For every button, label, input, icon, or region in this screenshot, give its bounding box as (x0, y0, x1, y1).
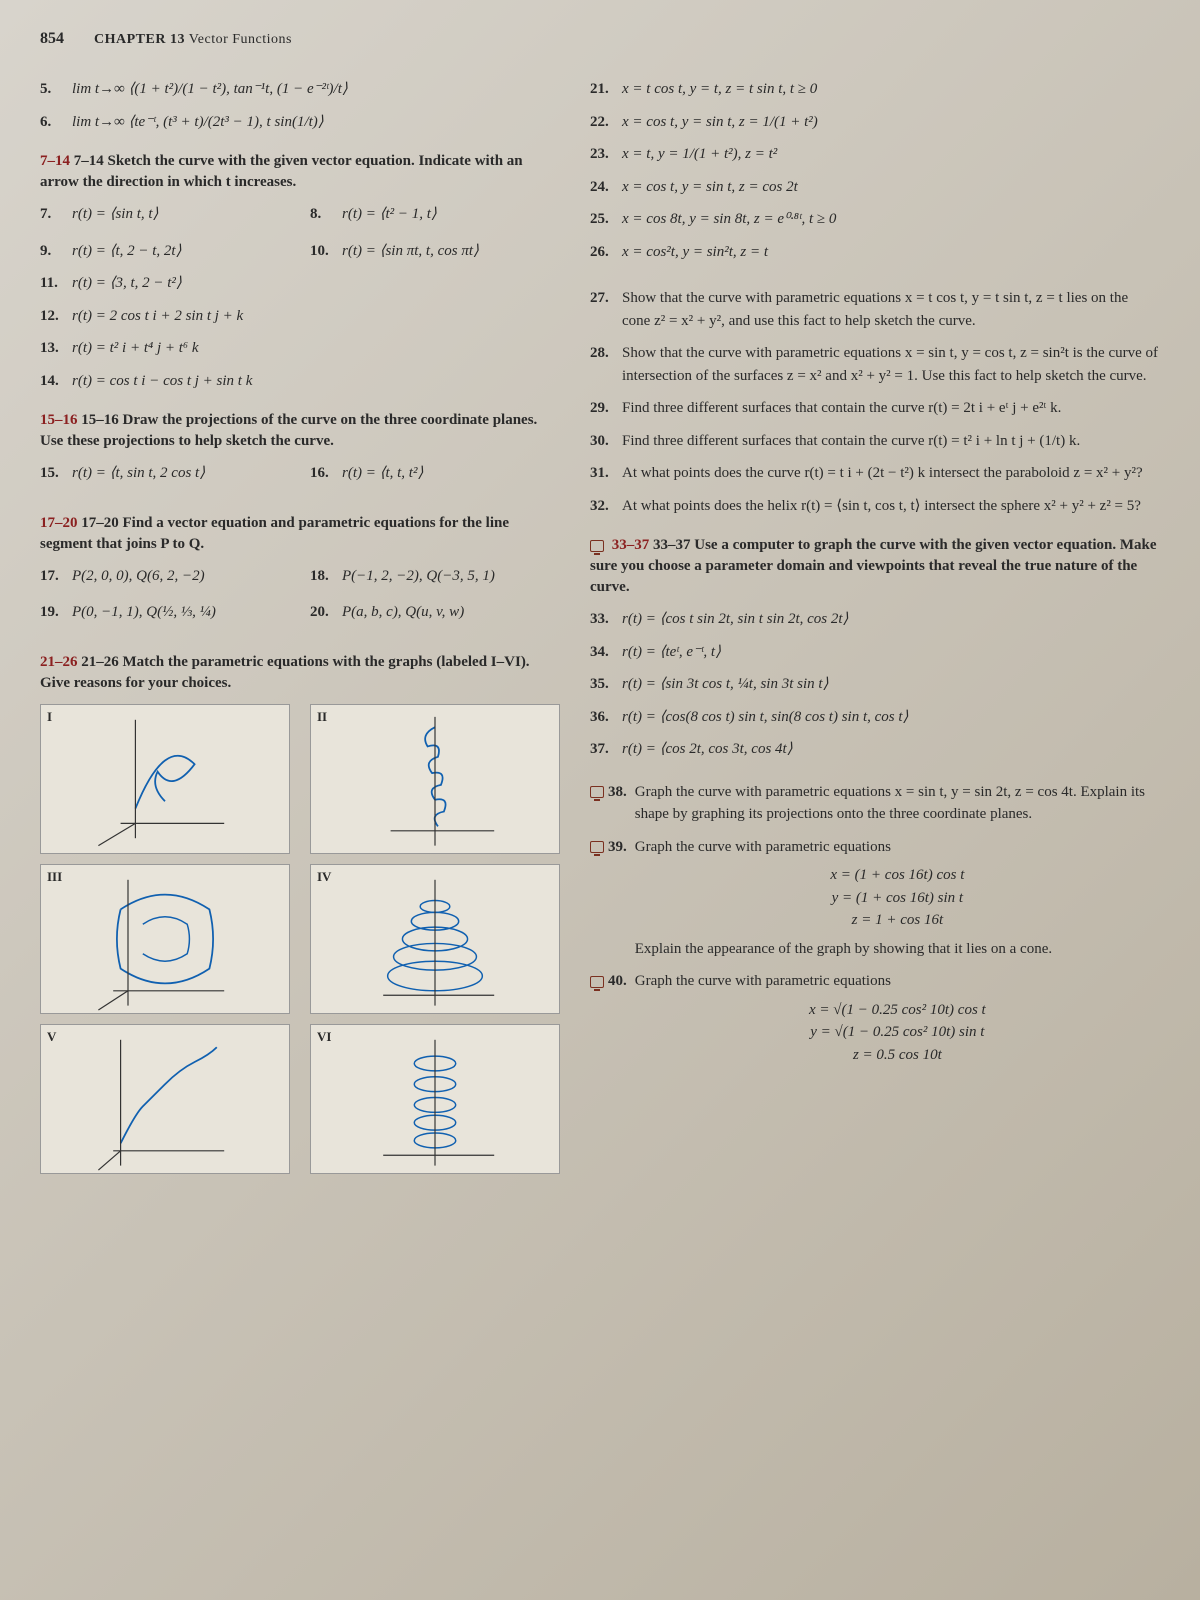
problem-35: 35.r(t) = ⟨sin 3t cos t, ¼t, sin 3t sin … (590, 673, 1160, 696)
problem-7: 7.r(t) = ⟨sin t, t⟩ (40, 203, 290, 226)
problem-29: 29.Find three different surfaces that co… (590, 397, 1160, 420)
problem-13: 13.r(t) = t² i + t⁴ j + t⁶ k (40, 337, 560, 360)
problem-31: 31.At what points does the curve r(t) = … (590, 462, 1160, 485)
section-17-20: 17–20 17–20 Find a vector equation and p… (40, 513, 560, 555)
section-15-16: 15–16 15–16 Draw the projections of the … (40, 410, 560, 452)
problem-18: 18.P(−1, 2, −2), Q(−3, 5, 1) (310, 565, 560, 588)
graph-III: III (40, 864, 290, 1014)
graph-I: I (40, 704, 290, 854)
graph-V: V (40, 1024, 290, 1174)
problem-25: 25.x = cos 8t, y = sin 8t, z = e⁰·⁸ᵗ, t … (590, 208, 1160, 231)
problem-16: 16.r(t) = ⟨t, t, t²⟩ (310, 462, 560, 485)
problem-23: 23.x = t, y = 1/(1 + t²), z = t² (590, 143, 1160, 166)
section-7-14: 7–14 7–14 Sketch the curve with the give… (40, 151, 560, 193)
problem-14: 14.r(t) = cos t i − cos t j + sin t k (40, 370, 560, 393)
section-33-37: 33–37 33–37 Use a computer to graph the … (590, 535, 1160, 598)
chapter-label: CHAPTER 13 Vector Functions (94, 32, 292, 48)
computer-icon (590, 976, 604, 988)
problem-22: 22.x = cos t, y = sin t, z = 1/(1 + t²) (590, 111, 1160, 134)
problem-32: 32.At what points does the helix r(t) = … (590, 495, 1160, 518)
problem-34: 34.r(t) = ⟨teᵗ, e⁻ᵗ, t⟩ (590, 641, 1160, 664)
two-column-layout: 5. lim t→∞ ⟨(1 + t²)/(1 − t²), tan⁻¹t, (… (40, 78, 1160, 1184)
problem-33: 33.r(t) = ⟨cos t sin 2t, sin t sin 2t, c… (590, 608, 1160, 631)
section-21-26: 21–26 21–26 Match the parametric equatio… (40, 652, 560, 694)
problem-28: 28.Show that the curve with parametric e… (590, 342, 1160, 387)
graph-IV: IV (310, 864, 560, 1014)
problem-9: 9.r(t) = ⟨t, 2 − t, 2t⟩ (40, 240, 290, 263)
problem-38: 38. Graph the curve with parametric equa… (590, 781, 1160, 826)
problem-19: 19.P(0, −1, 1), Q(½, ⅓, ¼) (40, 601, 290, 624)
problem-10: 10.r(t) = ⟨sin πt, t, cos πt⟩ (310, 240, 560, 263)
problem-8: 8.r(t) = ⟨t² − 1, t⟩ (310, 203, 560, 226)
page-number: 854 (40, 30, 64, 48)
problem-26: 26.x = cos²t, y = sin²t, z = t (590, 241, 1160, 264)
left-column: 5. lim t→∞ ⟨(1 + t²)/(1 − t²), tan⁻¹t, (… (40, 78, 560, 1184)
computer-icon (590, 786, 604, 798)
problem-12: 12.r(t) = 2 cos t i + 2 sin t j + k (40, 305, 560, 328)
problem-39: 39. Graph the curve with parametric equa… (590, 836, 1160, 961)
page-header: 854 CHAPTER 13 Vector Functions (40, 30, 1160, 48)
problem-30: 30.Find three different surfaces that co… (590, 430, 1160, 453)
right-column: 21.x = t cos t, y = t, z = t sin t, t ≥ … (590, 78, 1160, 1184)
graph-VI: VI (310, 1024, 560, 1174)
problem-6: 6. lim t→∞ ⟨te⁻ᵗ, (t³ + t)/(2t³ − 1), t … (40, 111, 560, 134)
problem-27: 27.Show that the curve with parametric e… (590, 287, 1160, 332)
problem-36: 36.r(t) = ⟨cos(8 cos t) sin t, sin(8 cos… (590, 706, 1160, 729)
problem-21: 21.x = t cos t, y = t, z = t sin t, t ≥ … (590, 78, 1160, 101)
problem-24: 24.x = cos t, y = sin t, z = cos 2t (590, 176, 1160, 199)
problem-37: 37.r(t) = ⟨cos 2t, cos 3t, cos 4t⟩ (590, 738, 1160, 761)
computer-icon (590, 540, 604, 552)
problem-20: 20.P(a, b, c), Q(u, v, w) (310, 601, 560, 624)
graph-II: II (310, 704, 560, 854)
computer-icon (590, 841, 604, 853)
problem-11: 11.r(t) = ⟨3, t, 2 − t²⟩ (40, 272, 560, 295)
problem-5: 5. lim t→∞ ⟨(1 + t²)/(1 − t²), tan⁻¹t, (… (40, 78, 560, 101)
problem-17: 17.P(2, 0, 0), Q(6, 2, −2) (40, 565, 290, 588)
problem-15: 15.r(t) = ⟨t, sin t, 2 cos t⟩ (40, 462, 290, 485)
problem-40: 40. Graph the curve with parametric equa… (590, 970, 1160, 1072)
